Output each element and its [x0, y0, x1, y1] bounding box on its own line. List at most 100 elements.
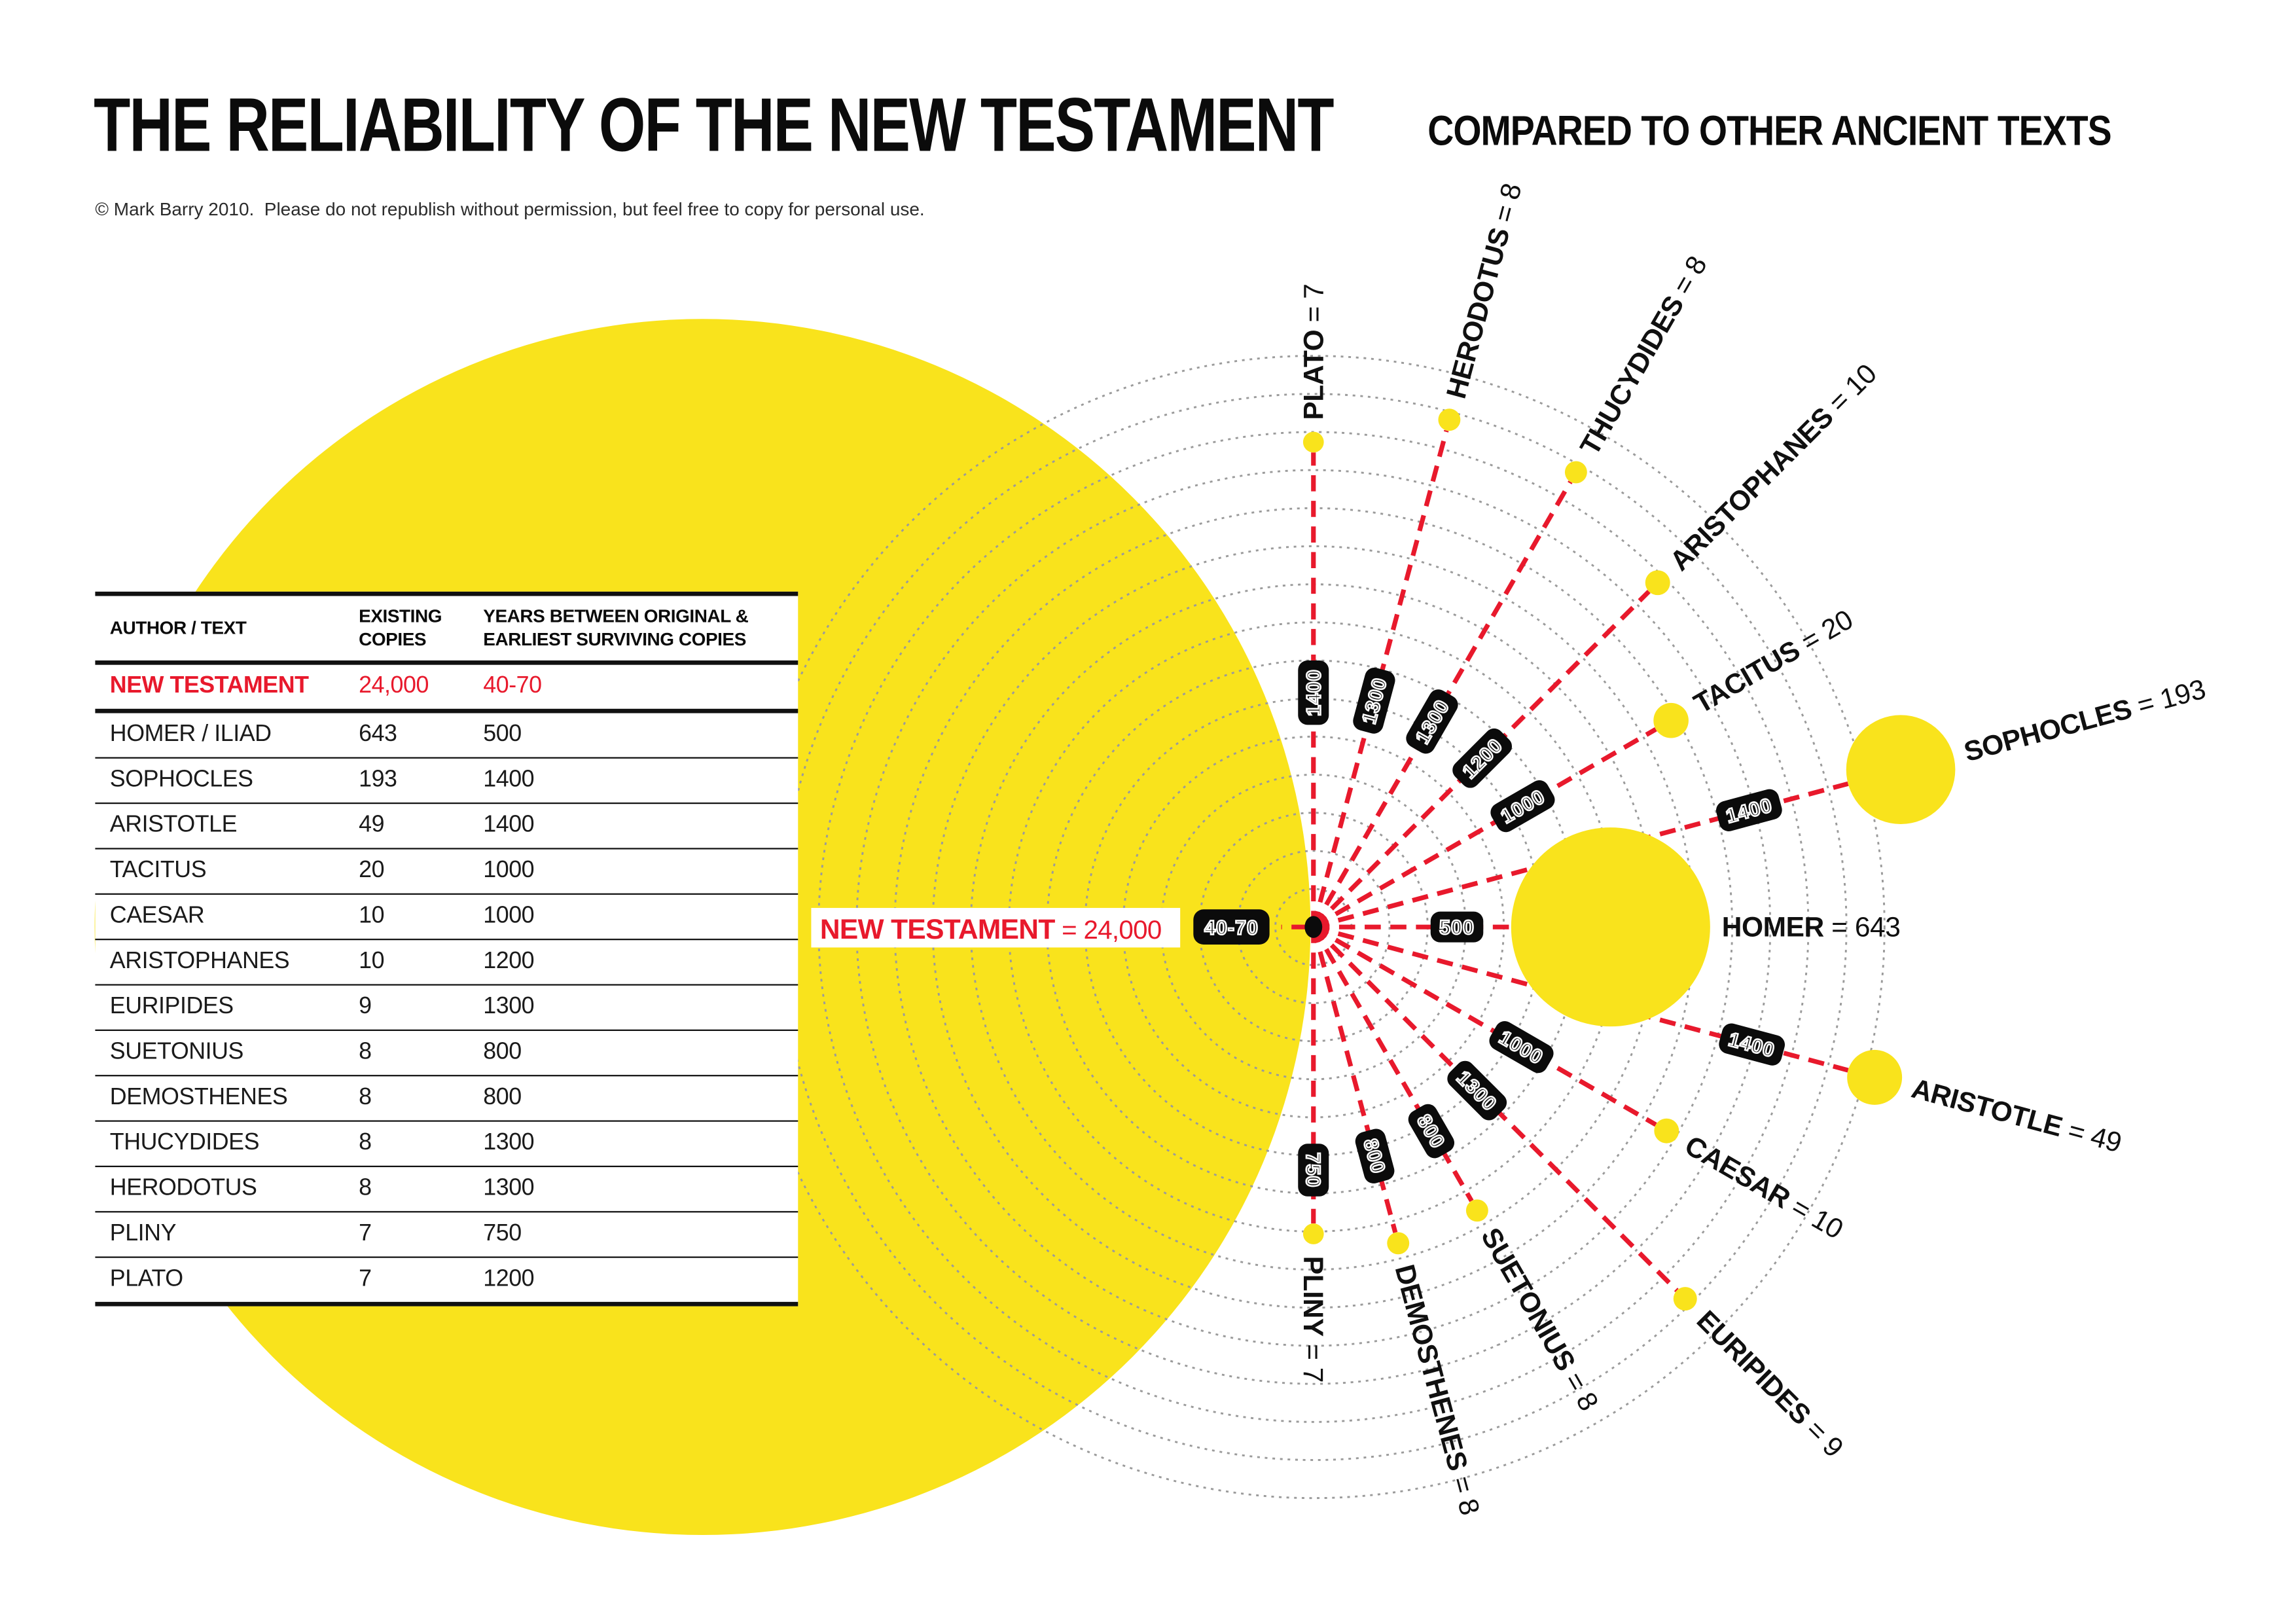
table-row: DEMOSTHENES 8 800 [95, 1076, 798, 1122]
svg-text:SOPHOCLES = 193: SOPHOCLES = 193 [1961, 674, 2209, 768]
copyright-note: © Mark Barry 2010. Please do not republi… [95, 199, 925, 220]
new-testament-copies: = 24,000 [1055, 915, 1162, 945]
author-cell: HERODOTUS [109, 1176, 257, 1201]
author-cell: ARISTOPHANES [109, 948, 290, 974]
author-name: EURIPIDES [1691, 1305, 1816, 1431]
years-cell: 800 [483, 1039, 522, 1065]
year-pill-sophocles: 1400 [1715, 789, 1782, 831]
table-row: CAESAR 10 1000 [95, 895, 798, 941]
table-header-row: AUTHOR / TEXT EXISTING COPIES YEARS BETWEEN… [95, 596, 798, 665]
author-cell: DEMOSTHENES [109, 1085, 288, 1110]
author-name: HOMER [1722, 912, 1824, 943]
author-name: TACITUS [1689, 635, 1806, 720]
author-cell: NEW TESTAMENT [109, 674, 309, 699]
author-label-thucydides: THUCYDIDES = 8 [1575, 251, 1713, 461]
svg-text:ARISTOTLE = 49: ARISTOTLE = 49 [1909, 1074, 2125, 1159]
table-body: NEW TESTAMENT 24,000 40-70 HOMER / ILIAD 643… [95, 665, 798, 1302]
page-subtitle-text: COMPARED TO OTHER ANCIENT TEXTS [1427, 108, 2111, 156]
author-name: ARISTOPHANES [1664, 402, 1840, 577]
radial-line-caesar [1312, 925, 1657, 1127]
copies-cell: 20 [359, 857, 385, 884]
years-cell: 1300 [483, 994, 535, 1020]
years-cell: 750 [483, 1221, 522, 1246]
copies-cell: 10 [359, 948, 385, 974]
new-testament-name: NEW TESTAMENT [820, 914, 1056, 945]
bubble-plato [1302, 431, 1324, 453]
copies-cell: 8 [359, 1085, 372, 1110]
page-title: THE RELIABILITY OF THE NEW TESTAMENT [94, 82, 1662, 170]
year-pill-label: 750 [1302, 1153, 1323, 1188]
radial-line-suetonius [1311, 926, 1474, 1202]
table-row: HERODOTUS 8 1300 [95, 1167, 798, 1213]
author-name: PLINY [1297, 1256, 1328, 1337]
svg-text:SUETONIUS = 8: SUETONIUS = 8 [1475, 1223, 1604, 1416]
author-cell: PLINY [109, 1221, 177, 1246]
years-cell: 1400 [483, 812, 535, 838]
author-copies: = 10 [1780, 1188, 1848, 1245]
copies-cell: 9 [359, 994, 372, 1020]
author-name: THUCYDIDES [1575, 291, 1691, 461]
svg-text:ARISTOPHANES = 10: ARISTOPHANES = 10 [1664, 359, 1883, 577]
copies-cell: 10 [359, 903, 385, 929]
svg-text:TACITUS = 20: TACITUS = 20 [1689, 604, 1859, 719]
years-cell: 1000 [483, 857, 535, 884]
author-label-suetonius: SUETONIUS = 8 [1475, 1223, 1604, 1416]
new-testament-callout: NEW TESTAMENT = 24,000 40-70 [811, 908, 1323, 948]
author-label-homer: HOMER = 643 [1722, 912, 1901, 943]
author-cell: TACITUS [109, 857, 207, 884]
bubble-euripides [1673, 1287, 1697, 1311]
svg-text:CAESAR = 10: CAESAR = 10 [1679, 1130, 1848, 1246]
copies-cell: 8 [359, 1130, 372, 1156]
copies-cell: 643 [359, 721, 397, 747]
year-pill-homer: 500 [1430, 911, 1484, 943]
author-copies: = 49 [2058, 1113, 2125, 1159]
svg-text:HOMER = 643: HOMER = 643 [1722, 912, 1901, 943]
author-copies: = 643 [1824, 912, 1901, 943]
year-pill-plato: 1400 [1298, 660, 1329, 725]
year-pill-caesar: 1000 [1489, 1020, 1554, 1074]
years-cell: 1000 [483, 903, 535, 929]
svg-text:THUCYDIDES = 8: THUCYDIDES = 8 [1575, 251, 1713, 461]
table-row: ARISTOTLE 49 1400 [95, 804, 798, 850]
svg-text:EURIPIDES = 9: EURIPIDES = 9 [1691, 1305, 1849, 1464]
author-cell: HOMER / ILIAD [109, 721, 272, 747]
copies-cell: 49 [359, 812, 385, 838]
author-label-pliny: PLINY = 7 [1297, 1256, 1328, 1382]
page-title-text: THE RELIABILITY OF THE NEW TESTAMENT [94, 83, 1334, 169]
author-label-plato: PLATO = 7 [1299, 284, 1329, 420]
copies-cell: 7 [359, 1221, 372, 1246]
author-copies: = 20 [1790, 604, 1858, 661]
table-row: ARISTOPHANES 10 1200 [95, 940, 798, 986]
years-cell: 1300 [483, 1176, 535, 1201]
author-label-sophocles: SOPHOCLES = 193 [1961, 674, 2209, 768]
new-testament-label-bg [811, 908, 1181, 948]
radial-line-tacitus [1312, 727, 1657, 929]
table-row: THUCYDIDES 8 1300 [95, 1122, 798, 1168]
years-cell: 800 [483, 1085, 522, 1110]
author-cell: CAESAR [109, 903, 205, 929]
author-name: PLATO [1299, 330, 1329, 420]
bubble-herodotus [1438, 408, 1461, 431]
table-row: NEW TESTAMENT 24,000 40-70 [95, 665, 798, 713]
bubble-demosthenes [1387, 1232, 1410, 1255]
author-name: SOPHOCLES [1961, 694, 2135, 768]
new-testament-label: NEW TESTAMENT = 24,000 [820, 914, 1162, 945]
year-pill-demosthenes: 800 [1355, 1128, 1395, 1183]
bubble-sophocles [1846, 715, 1956, 825]
column-header: YEARS BETWEEN ORIGINAL & EARLIEST SURVIVI… [483, 605, 749, 651]
author-cell: EURIPIDES [109, 994, 234, 1020]
author-label-aristotle: ARISTOTLE = 49 [1909, 1074, 2125, 1159]
ring-circle [779, 393, 1848, 1461]
page-subtitle: COMPARED TO OTHER ANCIENT TEXTS [1427, 109, 2213, 157]
year-pill-thucydides: 1300 [1406, 689, 1458, 754]
svg-text:HERODOTUS = 8: HERODOTUS = 8 [1441, 180, 1528, 401]
column-header: AUTHOR / TEXT [109, 617, 247, 639]
years-cell: 500 [483, 721, 522, 747]
year-pill-suetonius: 800 [1408, 1104, 1455, 1159]
author-name: SUETONIUS [1475, 1223, 1581, 1376]
year-pill-aristotle: 1400 [1719, 1023, 1785, 1066]
author-name: CAESAR [1679, 1130, 1795, 1215]
ring-circle [1236, 850, 1391, 1004]
author-label-caesar: CAESAR = 10 [1679, 1130, 1848, 1246]
